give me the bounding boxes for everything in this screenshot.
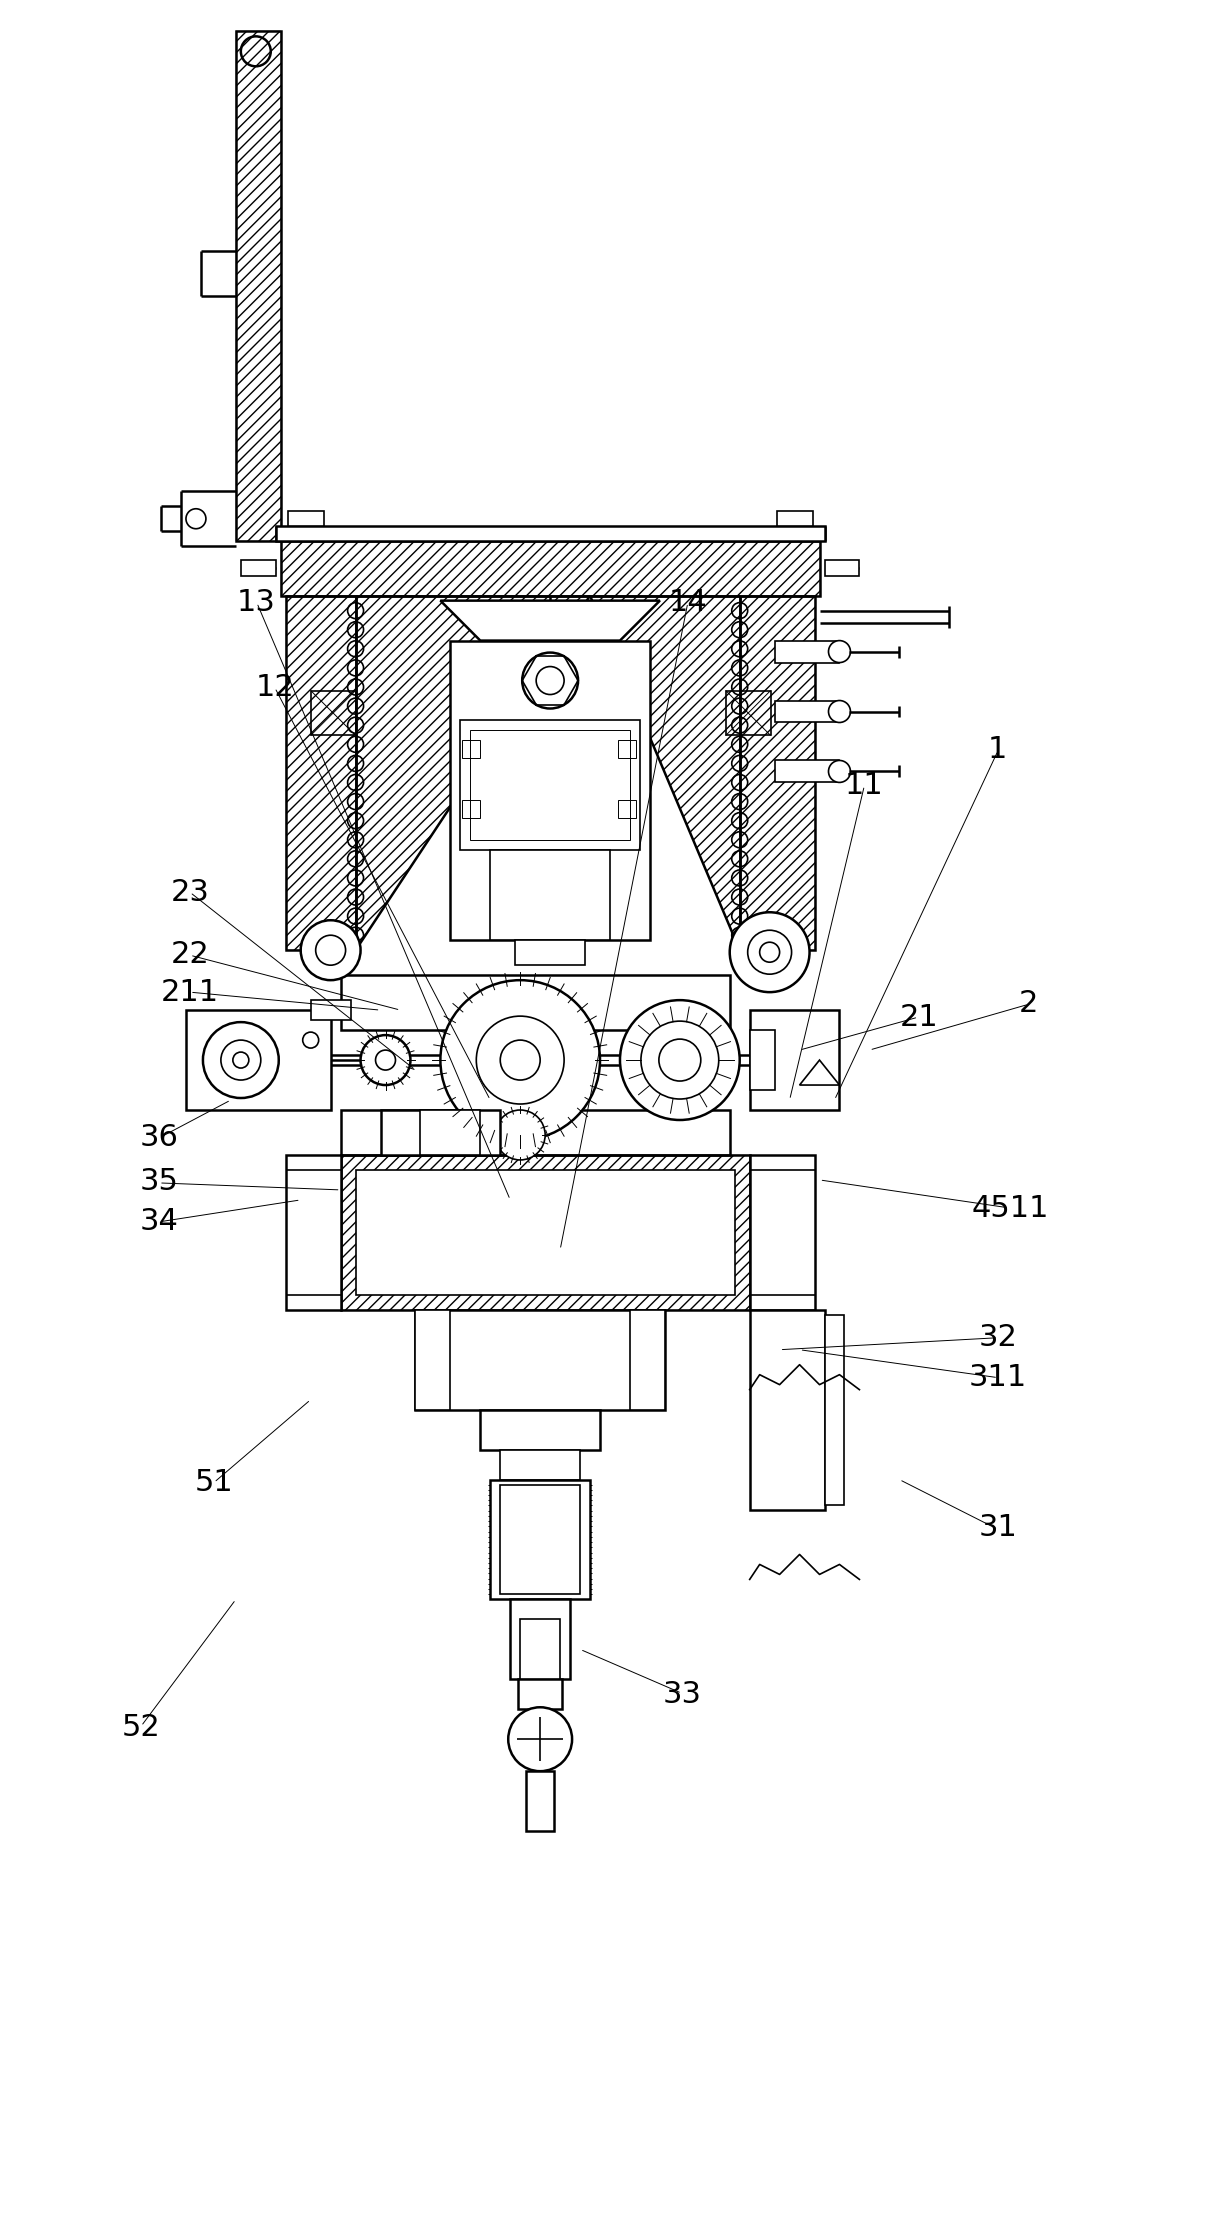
Text: 32: 32 (978, 1322, 1017, 1351)
Bar (460, 720, 639, 850)
Bar (286, 595, 356, 950)
Text: 21: 21 (900, 1004, 938, 1032)
Bar (463, 801, 480, 818)
Bar (341, 1111, 730, 1155)
Bar (518, 1679, 563, 1708)
Circle shape (659, 1039, 700, 1082)
Circle shape (220, 1039, 261, 1079)
Circle shape (641, 1021, 719, 1099)
Bar (749, 1030, 775, 1090)
Circle shape (536, 667, 564, 694)
Circle shape (361, 1035, 410, 1086)
Text: 311: 311 (968, 1363, 1027, 1392)
Bar (520, 1619, 560, 1679)
Text: 2: 2 (1018, 990, 1038, 1019)
Bar (775, 760, 839, 783)
Circle shape (233, 1053, 248, 1068)
Circle shape (375, 1050, 396, 1070)
Bar (749, 1155, 815, 1309)
Bar (186, 1010, 330, 1111)
Text: 13: 13 (238, 589, 276, 618)
Circle shape (828, 700, 850, 723)
Bar (526, 1771, 554, 1831)
Bar (470, 731, 630, 841)
Circle shape (301, 921, 361, 981)
Bar (275, 526, 825, 540)
Circle shape (760, 943, 780, 961)
Bar (415, 1309, 451, 1409)
Text: 14: 14 (669, 589, 708, 618)
Bar (749, 1309, 825, 1510)
Circle shape (730, 912, 810, 992)
Circle shape (441, 981, 600, 1140)
Text: 211: 211 (161, 979, 219, 1008)
Text: 12: 12 (256, 673, 295, 702)
Bar (451, 640, 650, 941)
Text: 33: 33 (663, 1679, 702, 1708)
Bar (341, 975, 730, 1030)
Bar (515, 941, 585, 966)
Bar (463, 740, 480, 758)
Bar (491, 850, 610, 941)
Bar (311, 999, 351, 1019)
Bar (415, 1309, 665, 1409)
Bar (739, 595, 815, 950)
Text: 22: 22 (171, 941, 209, 970)
Bar (510, 1599, 570, 1679)
Bar (491, 1478, 590, 1599)
Bar (630, 1309, 665, 1409)
Circle shape (315, 934, 346, 966)
Text: 31: 31 (978, 1512, 1017, 1541)
Bar (311, 691, 356, 736)
Bar (775, 700, 839, 723)
Bar (739, 595, 815, 950)
Bar (618, 740, 636, 758)
Bar (236, 31, 281, 540)
Bar (480, 1409, 600, 1450)
Bar (420, 1111, 480, 1155)
Bar (726, 691, 771, 736)
Circle shape (620, 999, 739, 1119)
Bar (618, 801, 636, 818)
Bar (281, 540, 820, 595)
Circle shape (508, 1708, 572, 1771)
Bar (749, 1010, 839, 1111)
Circle shape (501, 1039, 540, 1079)
Bar (501, 1485, 580, 1594)
Bar (287, 511, 324, 526)
Circle shape (203, 1021, 279, 1097)
Bar (777, 511, 812, 526)
Bar (380, 1111, 501, 1155)
Text: 23: 23 (171, 879, 209, 908)
Bar (241, 560, 275, 575)
Bar (501, 1450, 580, 1478)
Bar (825, 1316, 844, 1505)
Text: 4511: 4511 (971, 1193, 1049, 1222)
Bar (281, 540, 820, 595)
Text: 36: 36 (140, 1122, 179, 1151)
Text: 35: 35 (140, 1166, 179, 1195)
Circle shape (496, 1111, 546, 1160)
Circle shape (748, 930, 792, 975)
Bar (286, 1155, 341, 1309)
Circle shape (828, 760, 850, 783)
Bar (775, 640, 839, 662)
Bar (825, 560, 860, 575)
Circle shape (476, 1017, 564, 1104)
Bar (286, 595, 356, 950)
Text: 52: 52 (122, 1713, 161, 1742)
Text: 51: 51 (195, 1467, 234, 1496)
Text: 11: 11 (845, 772, 883, 801)
Bar (341, 1155, 749, 1309)
Circle shape (523, 653, 579, 709)
Circle shape (828, 640, 850, 662)
Bar (236, 31, 281, 540)
Text: 1: 1 (988, 736, 1007, 765)
Bar (341, 1155, 749, 1309)
Text: 34: 34 (140, 1206, 179, 1235)
Polygon shape (441, 600, 660, 640)
Bar (356, 1171, 734, 1296)
